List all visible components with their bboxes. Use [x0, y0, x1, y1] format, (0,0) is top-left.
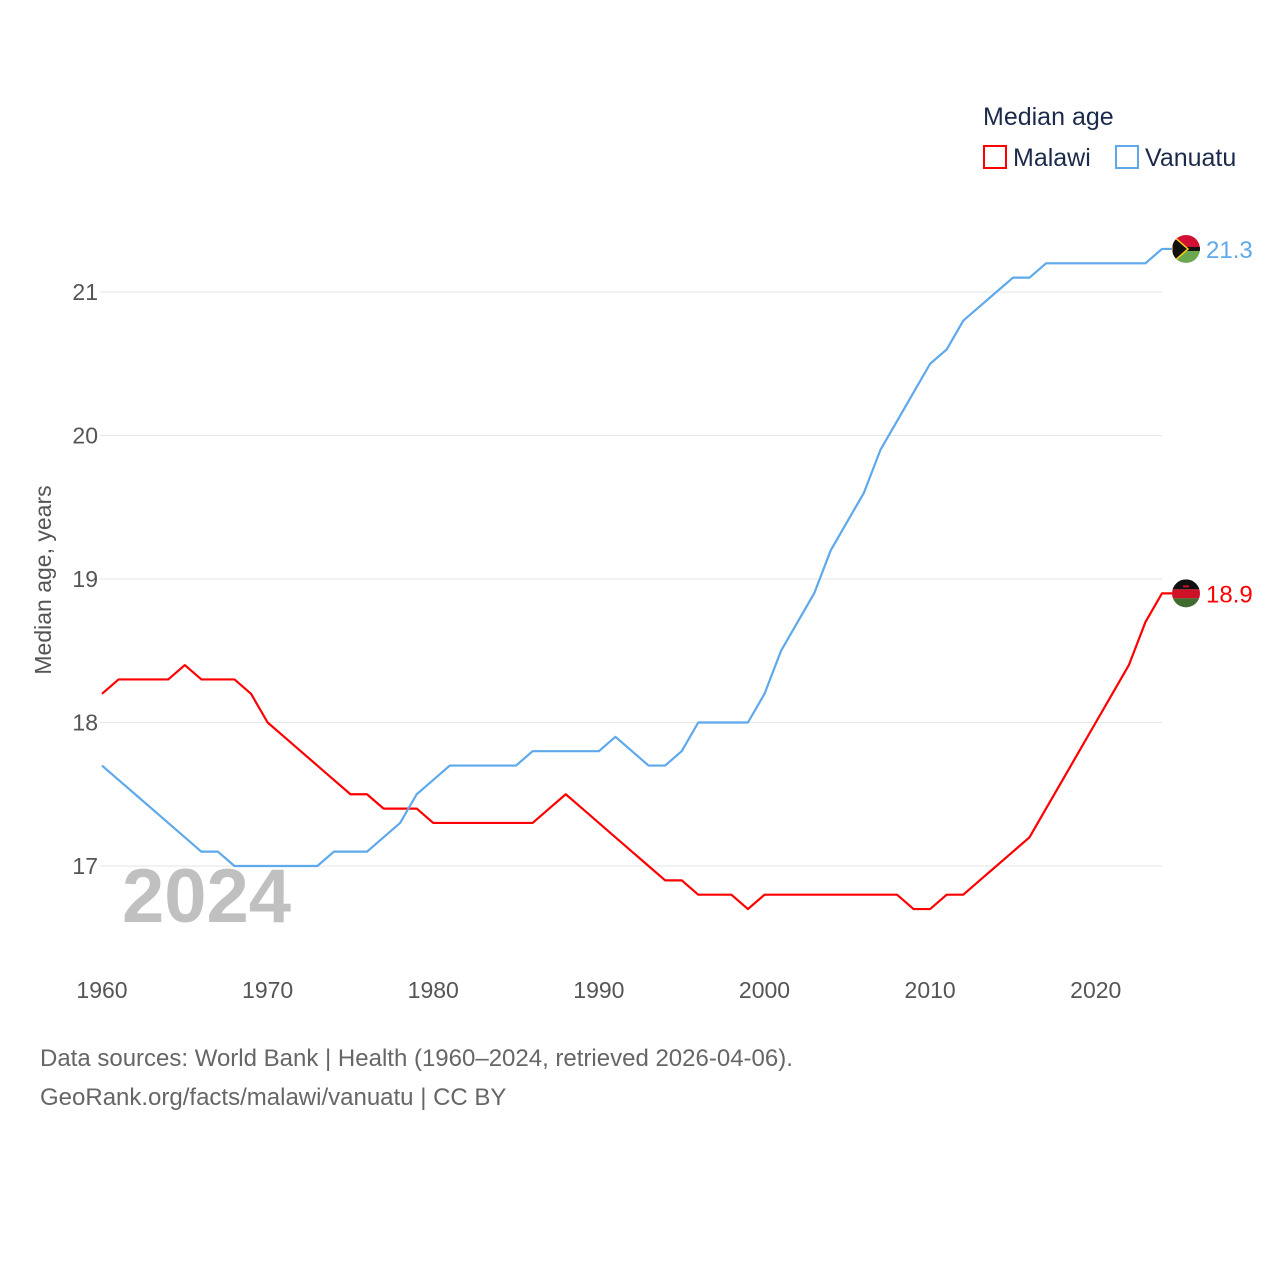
- legend-swatch-vanuatu[interactable]: [1115, 145, 1139, 169]
- x-tick-label: 1980: [408, 977, 459, 1003]
- y-tick-label: 17: [72, 853, 98, 879]
- x-axis: 1960 1970 1980 1990 2000 2010 2020: [76, 977, 1121, 1003]
- series-line-malawi[interactable]: [101, 592, 1172, 911]
- legend-title: Median age: [983, 103, 1114, 131]
- year-watermark: 2024: [122, 854, 291, 939]
- y-axis-label: Median age, years: [30, 485, 56, 674]
- x-tick-label: 1970: [242, 977, 293, 1003]
- x-tick-label: 2020: [1070, 977, 1121, 1003]
- y-tick-label: 20: [72, 423, 98, 449]
- footer-credit[interactable]: GeoRank.org/facts/malawi/vanuatu | CC BY: [40, 1084, 507, 1111]
- y-tick-label: 18: [72, 710, 98, 736]
- y-tick-label: 21: [72, 279, 98, 305]
- gridlines: [100, 291, 1162, 867]
- end-markers: 18.9 21.3: [1172, 234, 1253, 608]
- y-axis: 17 18 19 20 21: [72, 279, 98, 879]
- series-line-vanuatu[interactable]: [101, 247, 1172, 868]
- y-tick-label: 19: [72, 566, 98, 592]
- legend-swatch-malawi[interactable]: [983, 145, 1007, 169]
- legend: Median age Malawi Vanuatu: [983, 103, 1236, 172]
- footer-sources: Data sources: World Bank | Health (1960–…: [40, 1045, 793, 1072]
- x-tick-label: 2010: [905, 977, 956, 1003]
- x-tick-label: 2000: [739, 977, 790, 1003]
- x-tick-label: 1990: [573, 977, 624, 1003]
- legend-label-vanuatu[interactable]: Vanuatu: [1145, 144, 1236, 172]
- x-tick-label: 1960: [76, 977, 127, 1003]
- malawi-flag-icon: [1172, 579, 1200, 608]
- vanuatu-flag-icon: [1172, 234, 1200, 263]
- series-lines: [101, 247, 1172, 911]
- end-label-vanuatu: 21.3: [1206, 237, 1253, 264]
- end-label-malawi: 18.9: [1206, 581, 1253, 608]
- legend-label-malawi[interactable]: Malawi: [1013, 144, 1091, 172]
